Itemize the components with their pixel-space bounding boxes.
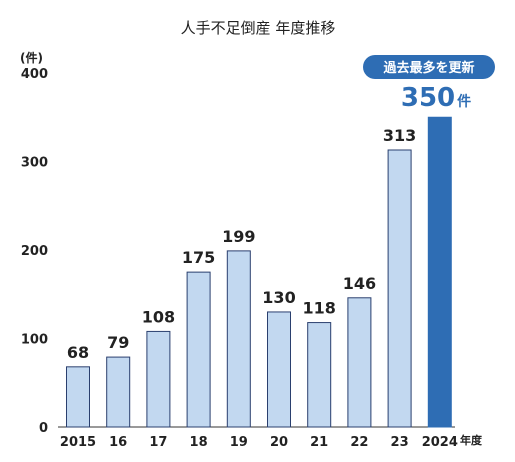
y-tick-label: 200 <box>21 244 48 259</box>
highlight-unit: 件 <box>457 93 471 110</box>
data-label: 199 <box>222 227 255 246</box>
bar-highlight <box>427 116 452 428</box>
data-label: 79 <box>107 333 129 352</box>
bars <box>66 116 452 428</box>
x-tick-label: 16 <box>109 435 127 450</box>
data-label: 68 <box>67 343 89 362</box>
record-badge-text: 過去最多を更新 <box>382 60 474 76</box>
bar <box>66 366 90 428</box>
bar <box>186 271 211 428</box>
y-tick-label: 0 <box>39 421 48 436</box>
x-tick-label: 23 <box>391 435 409 450</box>
highlight-value-label: 350 件 <box>401 83 471 113</box>
bar <box>347 297 372 428</box>
data-label: 313 <box>383 126 416 145</box>
data-label: 175 <box>182 248 215 267</box>
x-tick-label: 17 <box>149 435 167 450</box>
data-label: 118 <box>302 299 335 318</box>
x-tick-label: 21 <box>310 435 328 450</box>
x-axis-unit: 年度 <box>460 433 483 447</box>
x-tick-label: 22 <box>350 435 368 450</box>
y-tick-label: 300 <box>21 156 48 171</box>
bar <box>146 330 171 428</box>
record-badge <box>363 55 495 79</box>
y-tick-label: 400 <box>21 67 48 82</box>
y-axis-ticks: 0 100 200 300 400 <box>21 67 48 436</box>
x-tick-label: 19 <box>230 435 248 450</box>
y-axis-unit: (件) <box>20 50 43 65</box>
highlight-callout: 過去最多を更新 350 件 <box>363 55 495 113</box>
x-axis-ticks: 2015 16 17 18 19 20 21 22 23 2024 <box>60 435 458 450</box>
bar <box>106 356 131 428</box>
x-tick-label: 18 <box>190 435 208 450</box>
bar <box>226 250 251 428</box>
data-label: 108 <box>142 307 175 326</box>
y-tick-label: 100 <box>21 333 48 348</box>
bar <box>267 311 291 428</box>
x-tick-label: 2024 <box>422 435 458 450</box>
chart-title: 人手不足倒産 年度推移 <box>181 19 336 37</box>
bar <box>307 322 332 428</box>
data-label: 146 <box>343 274 376 293</box>
bar <box>387 149 412 428</box>
highlight-value: 350 <box>401 83 455 113</box>
data-label: 130 <box>262 288 295 307</box>
data-labels: 68 79 108 175 199 130 118 146 313 <box>67 126 416 362</box>
x-tick-label: 20 <box>270 435 288 450</box>
x-tick-label: 2015 <box>60 435 96 450</box>
